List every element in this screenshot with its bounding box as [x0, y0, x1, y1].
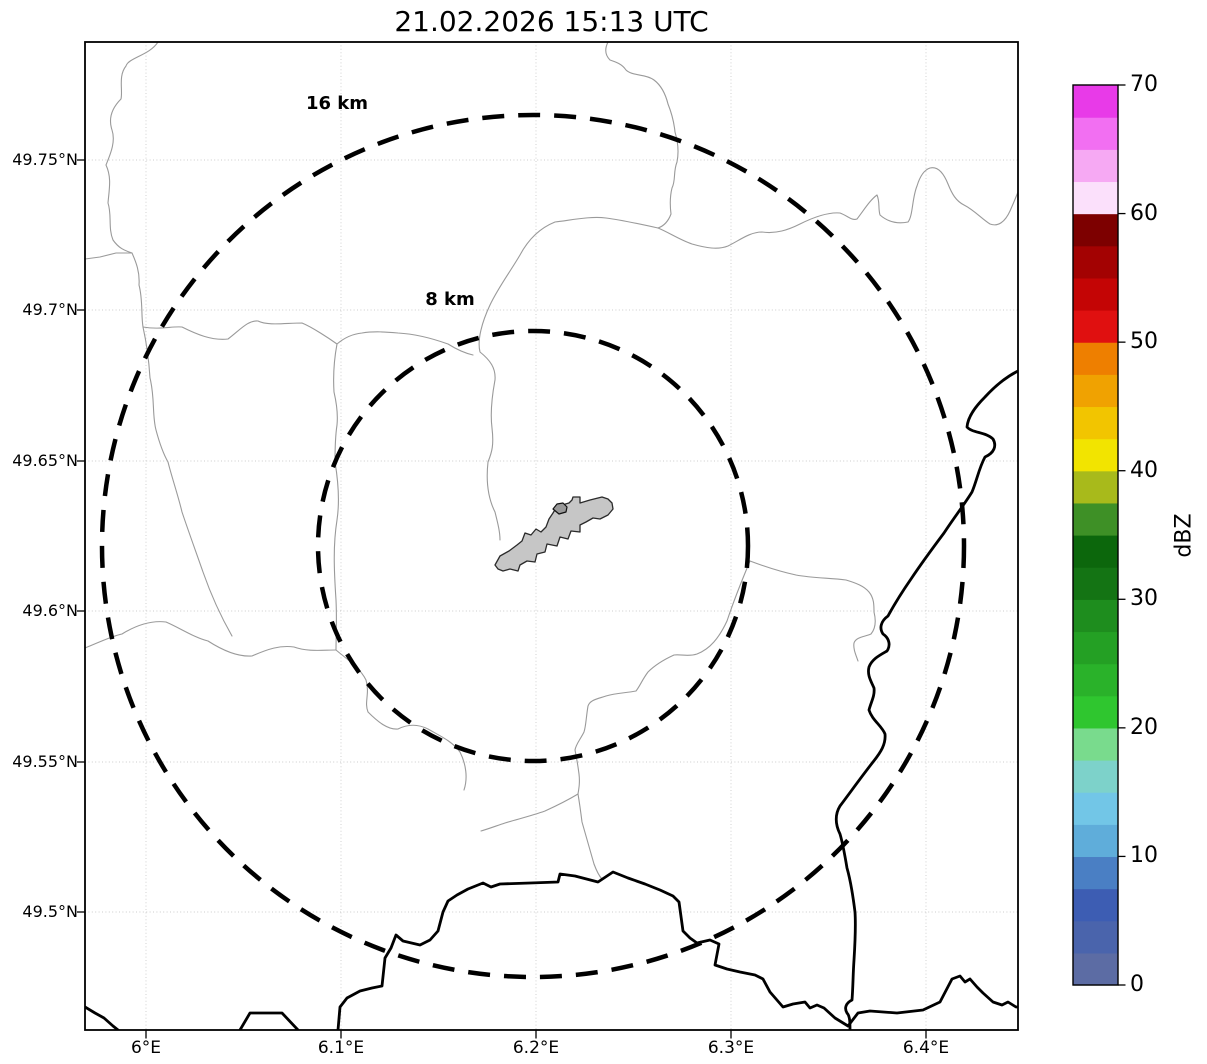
river-line — [605, 42, 679, 229]
y-tick-label: 49.75°N — [12, 150, 78, 169]
colorbar-segment — [1073, 342, 1118, 375]
map-content — [85, 42, 1018, 1030]
y-tick-label: 49.7°N — [22, 300, 78, 319]
y-tick-label: 49.6°N — [22, 601, 78, 620]
colorbar-tick-label: 10 — [1130, 843, 1158, 869]
colorbar-segment — [1073, 85, 1118, 118]
river-line — [85, 252, 133, 260]
river-line — [85, 621, 337, 657]
colorbar-segment — [1073, 856, 1118, 890]
range-ring-label-16km: 16 km — [305, 93, 369, 114]
river-line — [749, 560, 876, 662]
colorbar-unit-label: dBZ — [1171, 513, 1197, 558]
colorbar-segment — [1073, 181, 1118, 215]
colorbar-segments — [1073, 85, 1118, 986]
colorbar-tick-label: 50 — [1130, 329, 1158, 355]
colorbar-segment — [1073, 438, 1118, 472]
river-line — [335, 649, 467, 791]
colorbar-segment — [1073, 695, 1118, 729]
colorbar-tick-label: 20 — [1130, 714, 1158, 740]
colorbar-segment — [1073, 117, 1118, 150]
x-tick-label: 6.3°E — [707, 1038, 755, 1058]
colorbar-segment — [1073, 888, 1118, 922]
colorbar-segment — [1073, 310, 1118, 343]
y-tick-label: 49.65°N — [12, 451, 78, 470]
colorbar-segment — [1073, 727, 1118, 761]
river-line — [142, 320, 474, 356]
airport-detail-mark — [552, 502, 568, 515]
plot-frame — [84, 41, 1019, 1031]
colorbar-tick-label: 40 — [1130, 457, 1158, 483]
river-line — [478, 216, 659, 541]
colorbar-segment — [1073, 374, 1118, 408]
colorbar-segment — [1073, 149, 1118, 183]
range-ring-label-8km: 8 km — [425, 289, 475, 310]
figure-title: 21.02.2026 15:13 UTC — [394, 5, 709, 38]
x-tick-label: 6.2°E — [512, 1038, 560, 1058]
colorbar-tick-label: 70 — [1130, 72, 1158, 97]
range-ring-16km — [99, 112, 967, 980]
country-border-lines — [85, 369, 1018, 1030]
colorbar-tick-label: 30 — [1130, 586, 1158, 612]
colorbar-segment — [1073, 920, 1118, 954]
x-tick-label: 6.1°E — [317, 1038, 365, 1058]
river-line — [657, 167, 1018, 249]
x-tick-label: 6.4°E — [902, 1038, 950, 1058]
axis-tick-marks — [77, 159, 927, 1039]
y-tick-label: 49.55°N — [12, 752, 78, 771]
colorbar-segment — [1073, 502, 1118, 536]
river-line — [105, 42, 233, 637]
border-line — [834, 369, 1018, 1030]
border-line — [85, 1005, 120, 1030]
range-rings — [99, 112, 967, 980]
colorbar-segment — [1073, 470, 1118, 504]
colorbar-tick-marks — [1118, 84, 1126, 986]
colorbar-segment — [1073, 245, 1118, 279]
colorbar-segment — [1073, 567, 1118, 600]
colorbar-segment — [1073, 535, 1118, 568]
river-line — [480, 793, 579, 832]
colorbar-segment — [1073, 760, 1118, 793]
colorbar-segment — [1073, 792, 1118, 825]
colorbar-segment — [1073, 406, 1118, 440]
x-tick-label: 6°E — [130, 1038, 162, 1058]
colorbar-tick-label: 0 — [1130, 972, 1144, 997]
colorbar-tick-label: 60 — [1130, 200, 1158, 226]
colorbar-segment — [1073, 952, 1118, 986]
colorbar-segment — [1073, 599, 1118, 633]
colorbar-segment — [1073, 824, 1118, 858]
colorbar-segment — [1073, 213, 1118, 247]
airport-outline — [494, 496, 614, 572]
colorbar-frame — [1072, 84, 1119, 986]
colorbar-segment — [1073, 631, 1118, 665]
colorbar-segment — [1073, 663, 1118, 697]
colorbar-segment — [1073, 277, 1118, 311]
river-line — [333, 343, 340, 651]
river-line — [574, 560, 751, 880]
border-line — [238, 1011, 300, 1030]
range-ring-8km — [315, 328, 751, 764]
border-line — [336, 870, 1018, 1030]
y-tick-label: 49.5°N — [22, 902, 78, 921]
